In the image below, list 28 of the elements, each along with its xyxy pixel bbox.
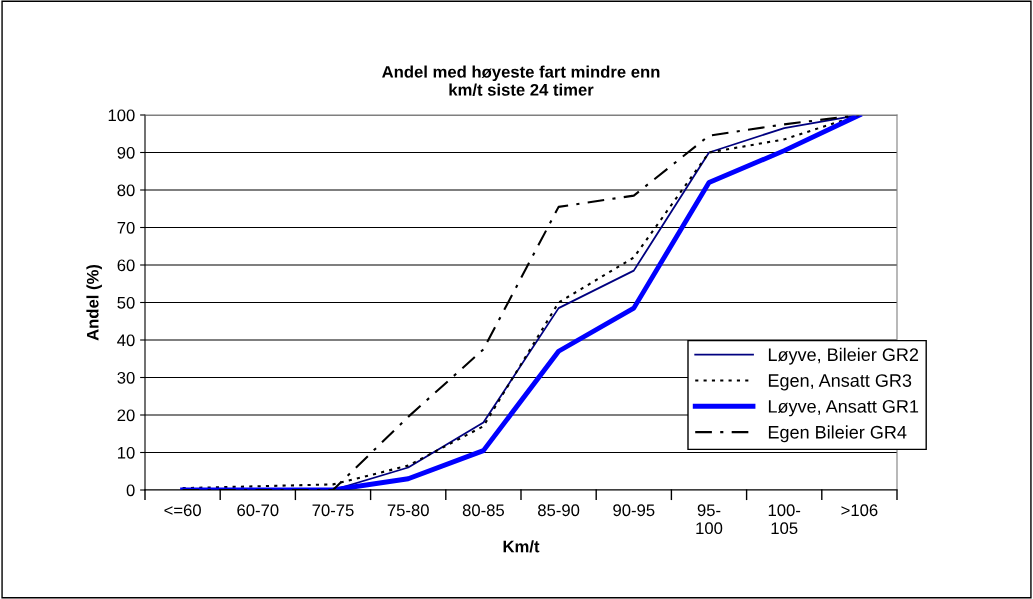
legend-label: Egen, Ansatt GR3 <box>768 374 912 391</box>
x-tick-label: 75-80 <box>387 504 429 517</box>
y-tick-label: 60 <box>117 259 135 272</box>
x-tick-label: 90-95 <box>613 504 655 517</box>
x-tick-label: 60-70 <box>237 504 279 517</box>
y-tick-label: 0 <box>126 484 135 497</box>
x-tick-label: 80-85 <box>462 504 505 517</box>
y-tick-label: 100 <box>108 109 135 122</box>
y-tick-label: 20 <box>117 409 135 422</box>
y-tick-label: 30 <box>117 371 135 384</box>
y-tick-label: 40 <box>117 334 135 347</box>
y-tick-label: 80 <box>117 184 135 197</box>
x-tick-label: 85-90 <box>538 504 580 517</box>
legend-label: Egen Bileier GR4 <box>768 425 907 443</box>
x-tick-label: <=60 <box>164 504 201 517</box>
legend-label: Løyve, Bileier GR2 <box>768 347 919 365</box>
x-tick-label: 95-100 <box>696 504 723 535</box>
y-tick-label: 90 <box>117 146 135 159</box>
legend-label: Løyve, Ansatt GR1 <box>768 399 919 417</box>
y-axis-title: Andel (%) <box>86 264 102 341</box>
x-tick-label: >106 <box>841 504 878 517</box>
y-tick-label: 10 <box>118 446 135 459</box>
chart-title: Andel med høyeste fart mindre enn km/t siste 24 timer <box>382 65 660 96</box>
x-tick-label: 100-105 <box>768 504 801 535</box>
y-tick-label: 50 <box>117 296 135 309</box>
y-tick-label: 70 <box>117 221 135 234</box>
x-axis-title: Km/t <box>503 540 540 553</box>
x-tick-label: 70-75 <box>312 504 354 517</box>
